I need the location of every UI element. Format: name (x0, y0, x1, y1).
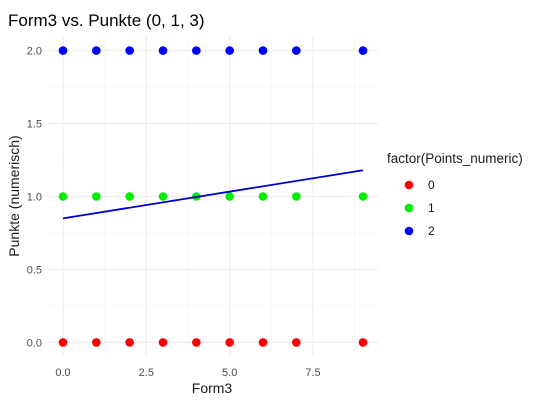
data-point-1 (58, 192, 68, 201)
legend-label-0: 0 (428, 178, 435, 192)
x-tick-label: 7.5 (305, 367, 320, 379)
data-point-1 (158, 192, 168, 201)
data-point-0 (125, 338, 134, 347)
data-point-2 (258, 46, 268, 55)
x-tick-label: 0.0 (55, 367, 70, 379)
data-point-0 (92, 338, 101, 347)
data-point-2 (225, 46, 234, 55)
data-point-0 (358, 338, 368, 347)
legend-label-2: 2 (428, 224, 435, 238)
y-tick-label: 2.0 (27, 46, 42, 58)
y-axis-title: Punkte (numerisch) (6, 135, 22, 256)
data-point-1 (225, 192, 234, 201)
data-point-2 (358, 46, 368, 55)
data-point-0 (258, 338, 268, 347)
legend-label-1: 1 (428, 201, 435, 215)
data-point-2 (58, 46, 68, 55)
data-point-1 (292, 192, 301, 201)
y-tick-label: 1.5 (27, 119, 42, 131)
data-point-0 (58, 338, 68, 347)
chart-title: Form3 vs. Punkte (0, 1, 3) (8, 11, 205, 30)
data-point-0 (192, 338, 201, 347)
legend: factor(Points_numeric) 0 1 2 (387, 151, 523, 238)
y-tick-label: 0.5 (27, 264, 42, 276)
data-point-1 (258, 192, 268, 201)
x-tick-label: 5.0 (222, 367, 237, 379)
data-point-2 (158, 46, 168, 55)
data-point-1 (125, 192, 134, 201)
data-point-2 (192, 46, 201, 55)
legend-key-0 (404, 180, 414, 190)
data-point-0 (158, 338, 168, 347)
legend-key-1 (404, 203, 414, 213)
data-point-0 (292, 338, 301, 347)
data-point-1 (358, 192, 368, 201)
legend-title: factor(Points_numeric) (387, 151, 523, 166)
x-tick-label: 2.5 (139, 367, 154, 379)
data-point-1 (92, 192, 101, 201)
y-tick-label: 0.0 (27, 337, 42, 349)
x-axis-title: Form3 (192, 380, 233, 396)
legend-key-2 (404, 226, 414, 236)
data-point-2 (92, 46, 101, 55)
data-point-2 (292, 46, 301, 55)
data-point-2 (125, 46, 134, 55)
y-tick-label: 1.0 (27, 192, 42, 204)
data-point-0 (225, 338, 234, 347)
trend-line (62, 169, 364, 220)
plot-area: 0.0 2.5 5.0 7.5 0.0 0.5 1.0 1.5 2.0 (27, 36, 378, 379)
